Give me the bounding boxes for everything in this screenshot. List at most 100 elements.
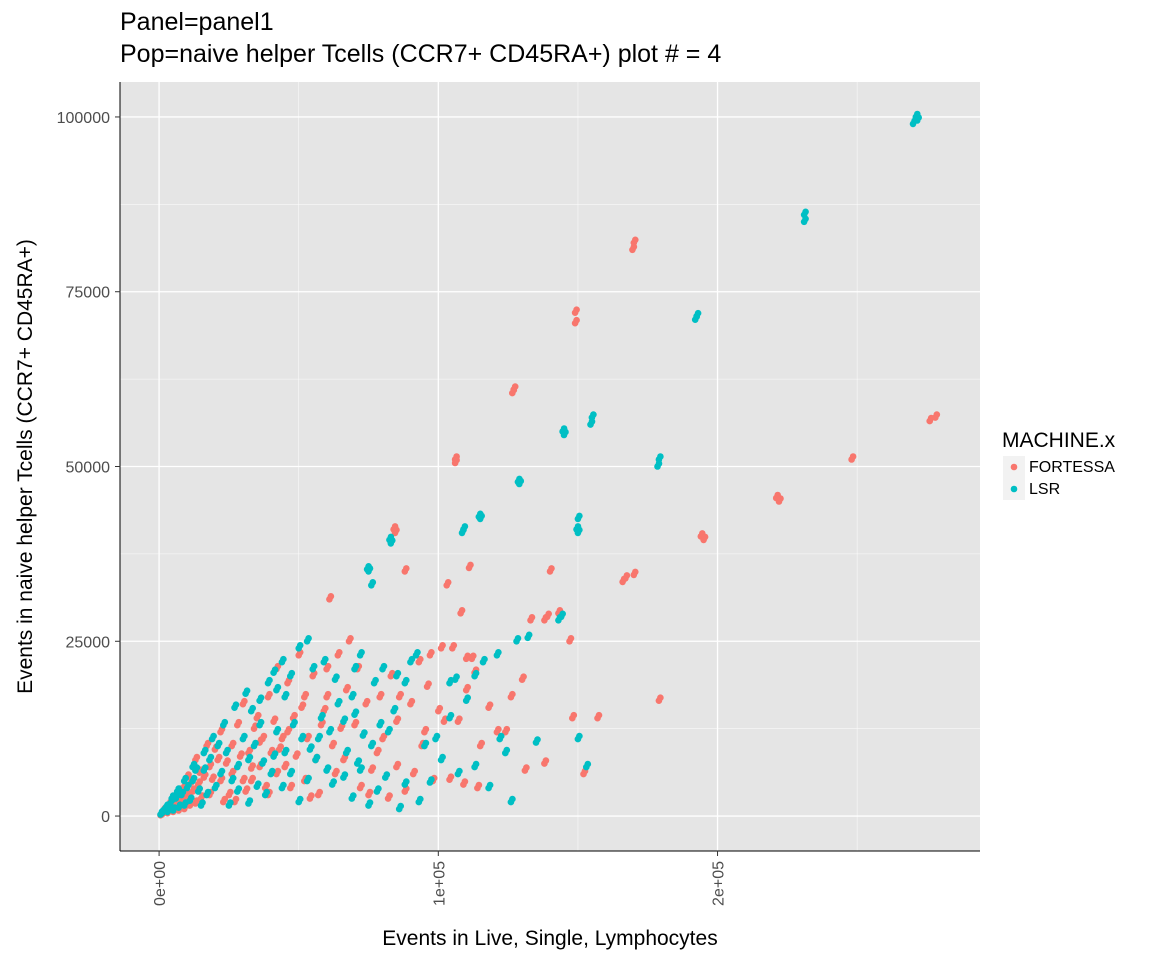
y-tick-label: 100000 — [57, 110, 110, 127]
data-point — [296, 642, 304, 649]
data-point — [308, 792, 315, 799]
data-point — [291, 718, 298, 726]
data-point — [464, 694, 472, 701]
legend: MACHINE.x FORTESSA LSR — [1002, 429, 1116, 500]
data-point — [701, 533, 709, 541]
data-point — [509, 795, 516, 803]
data-point — [630, 243, 638, 251]
data-point — [229, 774, 237, 782]
data-point — [477, 510, 484, 518]
legend-item-fortessa: FORTESSA — [1003, 456, 1115, 478]
data-point — [171, 804, 178, 811]
data-point — [525, 631, 533, 639]
data-point — [393, 526, 400, 534]
data-point — [199, 799, 206, 806]
data-point — [182, 774, 189, 782]
data-point — [802, 215, 809, 223]
data-point — [299, 732, 307, 740]
data-point — [655, 460, 663, 467]
data-point — [341, 715, 349, 722]
data-point — [495, 649, 502, 656]
data-point — [176, 801, 184, 808]
data-point — [361, 729, 368, 736]
data-point — [202, 764, 209, 771]
data-point — [260, 757, 268, 764]
data-point — [570, 711, 578, 719]
data-point — [461, 778, 469, 785]
data-point — [274, 683, 282, 691]
y-tick-label: 50000 — [66, 460, 111, 477]
data-point — [333, 673, 340, 680]
legend-item-lsr: LSR — [1003, 478, 1060, 500]
data-point — [221, 795, 229, 803]
data-point — [257, 736, 265, 743]
data-point — [224, 746, 231, 754]
data-point — [254, 780, 262, 787]
data-point — [380, 662, 388, 670]
data-point — [391, 704, 399, 712]
data-point — [305, 774, 312, 782]
chart-title: Panel=panel1 — [120, 8, 274, 36]
data-point — [196, 778, 203, 785]
data-point — [849, 453, 857, 460]
data-point — [414, 649, 421, 656]
x-tick-label: 2e+05 — [711, 861, 728, 906]
data-point — [204, 739, 212, 747]
data-point — [243, 687, 251, 694]
data-point — [403, 565, 410, 572]
data-point — [574, 523, 582, 530]
data-point — [514, 635, 522, 642]
data-point — [478, 739, 486, 747]
data-points — [157, 110, 941, 819]
data-point — [366, 799, 374, 806]
data-point — [933, 411, 941, 418]
data-point — [456, 715, 463, 722]
data-point — [341, 771, 349, 778]
data-point — [408, 655, 416, 663]
data-point — [470, 652, 477, 660]
data-point — [802, 208, 809, 216]
data-point — [358, 649, 365, 656]
data-point — [169, 792, 177, 799]
data-point — [632, 568, 639, 576]
data-point — [333, 767, 340, 775]
data-point — [210, 732, 217, 740]
data-point — [291, 711, 298, 719]
data-point — [324, 764, 332, 771]
data-point — [316, 788, 324, 796]
data-point — [576, 732, 583, 740]
data-point — [280, 655, 287, 663]
data-point — [503, 725, 511, 733]
data-point — [308, 743, 315, 750]
axes: 0 25000 50000 75000 100000 0e+00 1e+05 2e+05 — [57, 82, 980, 906]
data-point — [274, 767, 282, 775]
series-lsr — [157, 110, 922, 818]
data-point — [458, 607, 466, 614]
data-point — [584, 760, 592, 768]
data-point — [207, 753, 215, 761]
data-point — [282, 746, 290, 754]
data-point — [450, 642, 458, 649]
data-point — [249, 762, 256, 769]
data-point — [369, 764, 377, 771]
data-point — [324, 662, 332, 670]
data-point — [472, 760, 480, 768]
data-point — [249, 704, 256, 712]
data-point — [428, 649, 435, 656]
data-point — [218, 767, 226, 775]
data-point — [567, 635, 575, 642]
data-point — [288, 669, 296, 677]
data-point — [397, 802, 405, 810]
data-point — [322, 655, 329, 663]
data-point — [193, 797, 201, 804]
data-point — [366, 788, 374, 796]
data-point — [215, 753, 223, 761]
data-point — [534, 736, 541, 743]
data-point — [375, 746, 382, 754]
data-point — [299, 701, 307, 708]
data-point — [694, 309, 702, 317]
data-point — [327, 593, 335, 600]
data-point — [229, 739, 237, 747]
data-point — [657, 694, 664, 701]
